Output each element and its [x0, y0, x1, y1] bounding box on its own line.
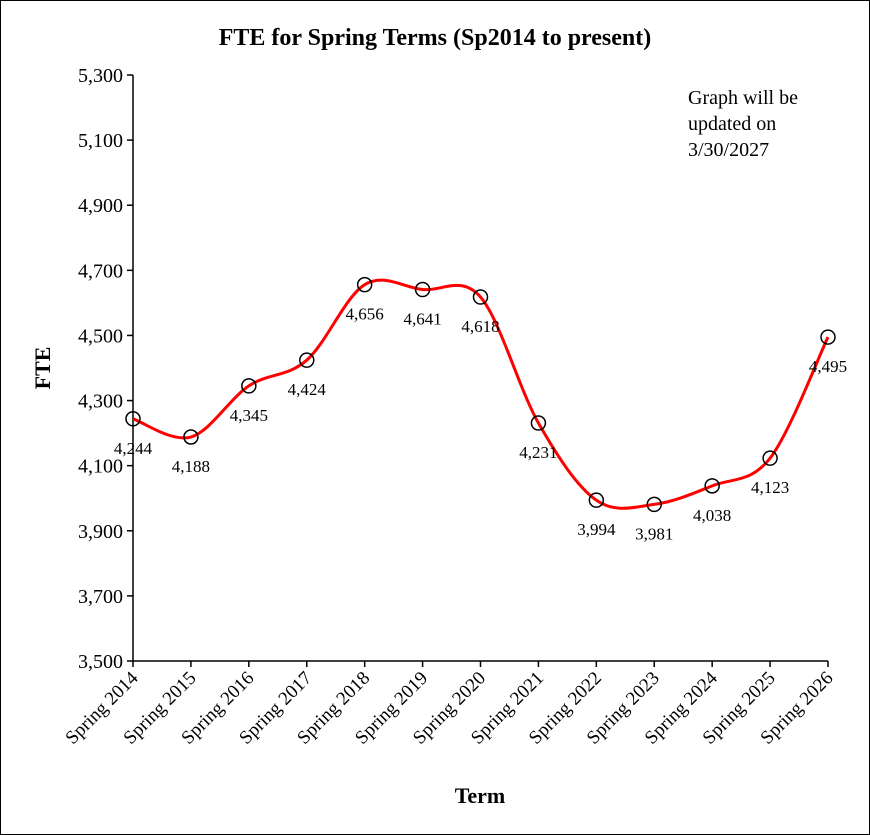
- data-point: [762, 450, 778, 466]
- data-label: 4,038: [693, 506, 731, 525]
- data-label: 3,981: [635, 524, 673, 543]
- data-point: [646, 496, 662, 513]
- y-tick-label: 4,500: [78, 325, 123, 347]
- data-label: 4,495: [809, 357, 847, 376]
- y-tick-label: 4,900: [78, 195, 123, 217]
- y-tick-label: 5,100: [78, 130, 123, 152]
- data-label: 4,641: [403, 310, 441, 329]
- data-point: [472, 289, 489, 305]
- y-tick-label: 3,500: [78, 651, 123, 673]
- data-point: [183, 429, 199, 445]
- data-label: 4,123: [751, 478, 789, 497]
- y-tick-label: 3,700: [78, 586, 123, 608]
- data-point: [356, 276, 373, 293]
- y-tick-label: 3,900: [78, 521, 123, 543]
- chart-title: FTE for Spring Terms (Sp2014 to present): [219, 25, 651, 51]
- annotation-note: Graph will be updated on 3/30/2027: [688, 87, 803, 161]
- y-tick-label: 4,700: [78, 260, 123, 282]
- series-line: [132, 278, 830, 510]
- data-label: 4,424: [288, 380, 327, 399]
- data-label: 4,345: [230, 406, 268, 425]
- data-point: [588, 492, 605, 508]
- data-label: 4,244: [114, 439, 153, 458]
- data-label: 4,656: [346, 305, 384, 324]
- data-label: 4,231: [519, 443, 557, 462]
- data-point: [125, 411, 141, 427]
- data-label: 4,618: [461, 317, 499, 336]
- y-axis-label: FTE: [30, 347, 55, 390]
- data-point: [414, 281, 431, 298]
- data-point: [299, 352, 315, 368]
- data-point: [241, 378, 257, 394]
- data-point: [704, 478, 720, 494]
- y-tick-label: 4,300: [78, 391, 123, 413]
- data-label: 4,188: [172, 457, 210, 476]
- data-label: 3,994: [577, 520, 616, 539]
- y-tick-label: 4,100: [78, 456, 123, 478]
- x-axis-label: Term: [455, 783, 506, 808]
- data-point: [820, 329, 836, 345]
- y-tick-label: 5,300: [78, 65, 123, 87]
- data-point: [530, 415, 547, 431]
